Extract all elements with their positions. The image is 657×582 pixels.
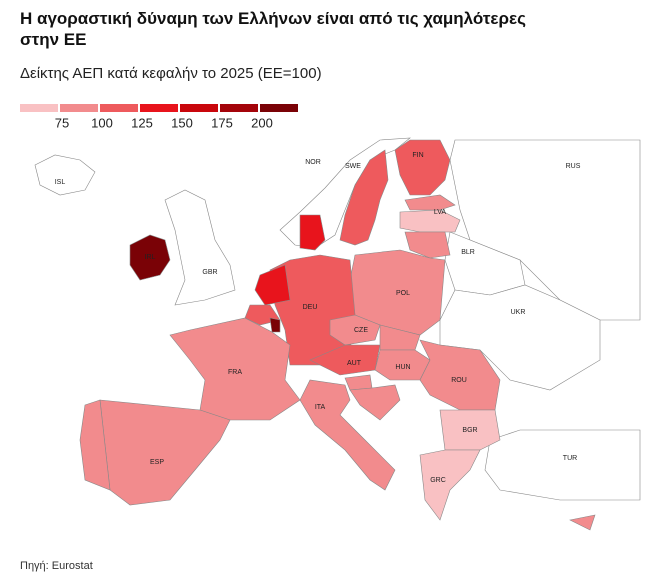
legend-tick-label: 75: [55, 115, 69, 130]
title: Η αγοραστική δύναμη των Ελλήνων είναι απ…: [20, 9, 526, 49]
country-label: TUR: [563, 455, 577, 462]
country-label: CZE: [354, 327, 368, 334]
country: [404, 194, 456, 211]
country: [569, 514, 596, 531]
country: [254, 264, 291, 306]
country-label: ISL: [55, 179, 66, 186]
country-label: FRA: [228, 369, 242, 376]
country-label: UKR: [511, 309, 526, 316]
legend-swatch: [20, 104, 58, 112]
legend-swatch: [140, 104, 178, 112]
country-label: HUN: [395, 364, 410, 371]
subtitle: Δείκτης ΑΕΠ κατά κεφαλήν το 2025 (ΕΕ=100…: [20, 65, 322, 82]
country: [339, 149, 389, 246]
country: [399, 209, 461, 233]
country: [439, 409, 501, 451]
country-label: AUT: [347, 360, 362, 367]
legend-swatch: [60, 104, 98, 112]
country-label: FIN: [412, 152, 423, 159]
country-label: ROU: [451, 377, 467, 384]
country: [129, 234, 171, 281]
source: Πηγή: Eurostat: [20, 560, 93, 572]
legend-tick-label: 175: [211, 115, 233, 130]
legend-tick-label: 200: [251, 115, 273, 130]
legend-swatch: [220, 104, 258, 112]
non-eu-country: [34, 154, 96, 196]
country: [299, 214, 326, 251]
country-label: ESP: [150, 459, 164, 466]
non-eu-country: [484, 429, 641, 501]
country: [309, 344, 381, 376]
country-label: IRL: [145, 254, 156, 261]
legend-tick-label: 125: [131, 115, 153, 130]
non-eu-country: [439, 284, 601, 391]
country: [169, 317, 301, 421]
country: [79, 399, 111, 491]
country-label: BGR: [462, 427, 477, 434]
non-eu-country: [164, 189, 236, 306]
legend-swatch: [100, 104, 138, 112]
country-label: POL: [396, 290, 410, 297]
country: [344, 374, 373, 391]
country-label: GRC: [430, 477, 446, 484]
country-label: NOR: [305, 159, 321, 166]
country-label: BLR: [461, 249, 475, 256]
country: [269, 317, 281, 333]
country-label: ITA: [315, 404, 326, 411]
country-label: GBR: [202, 269, 217, 276]
legend-swatch: [260, 104, 298, 112]
country: [394, 139, 451, 196]
country-label: SWE: [345, 163, 361, 170]
country: [99, 399, 231, 506]
legend-swatch: [180, 104, 218, 112]
country: [419, 449, 481, 521]
country: [349, 384, 401, 421]
country-label: RUS: [566, 163, 581, 170]
legend-tick-label: 150: [171, 115, 193, 130]
non-eu-country: [449, 139, 641, 321]
country-label: DEU: [303, 304, 318, 311]
country-label: LVA: [434, 209, 447, 216]
country: [299, 379, 396, 491]
country: [404, 231, 451, 259]
country: [329, 314, 381, 346]
legend-tick-label: 100: [91, 115, 113, 130]
